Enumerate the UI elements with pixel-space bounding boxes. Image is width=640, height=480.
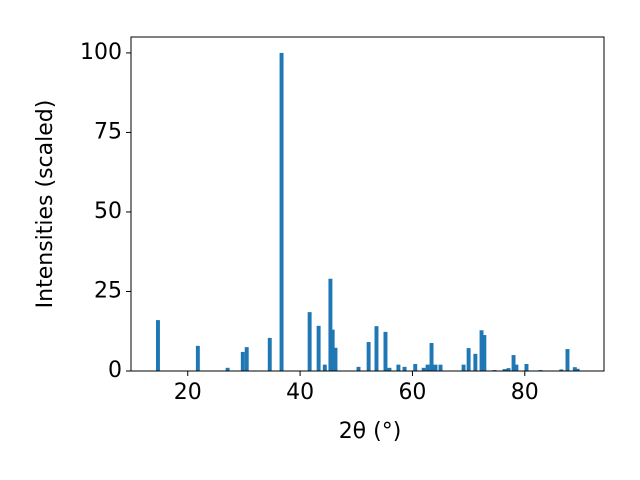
bar	[514, 364, 519, 371]
x-tick-label: 40	[286, 380, 314, 405]
bar	[244, 347, 249, 371]
y-tick-label: 75	[94, 119, 122, 144]
bar	[366, 342, 371, 371]
y-tick-label: 25	[94, 278, 122, 303]
bar	[421, 367, 426, 371]
bar	[575, 368, 580, 371]
bar	[559, 369, 564, 371]
bar	[267, 337, 272, 371]
bar	[374, 326, 379, 371]
bar	[316, 325, 321, 371]
bar	[330, 329, 335, 371]
plot-frame	[130, 36, 605, 372]
bar	[279, 52, 284, 372]
x-axis-label: 2θ (°)	[339, 419, 402, 444]
bar	[356, 366, 361, 371]
bar	[195, 345, 200, 371]
bar	[383, 331, 388, 371]
bar	[511, 355, 516, 371]
bar	[524, 364, 529, 371]
bar	[433, 364, 438, 371]
y-axis-label: Intensities (scaled)	[33, 100, 58, 309]
bar	[413, 364, 418, 371]
bar	[565, 349, 570, 371]
bar	[482, 335, 487, 371]
bar	[502, 369, 507, 371]
bar	[307, 312, 312, 371]
bar	[155, 320, 160, 371]
x-tick-label: 60	[398, 380, 426, 405]
bar	[461, 364, 466, 371]
bar	[402, 366, 407, 371]
y-tick-label: 50	[94, 199, 122, 224]
bar	[387, 367, 392, 371]
bar	[438, 364, 443, 371]
bar	[466, 348, 471, 371]
bar	[225, 367, 230, 371]
bar	[572, 367, 577, 371]
bar	[322, 364, 327, 371]
bar	[425, 364, 430, 371]
y-tick-label: 0	[108, 358, 122, 383]
bar	[479, 330, 484, 371]
x-tick-label: 80	[511, 380, 539, 405]
y-tick-label: 100	[80, 40, 122, 65]
bar	[473, 353, 478, 371]
bar	[240, 351, 245, 371]
bar	[429, 343, 434, 371]
x-tick-label: 20	[174, 380, 202, 405]
bar	[328, 278, 333, 371]
bar	[506, 368, 511, 371]
bar	[333, 347, 338, 371]
bar	[396, 364, 401, 371]
